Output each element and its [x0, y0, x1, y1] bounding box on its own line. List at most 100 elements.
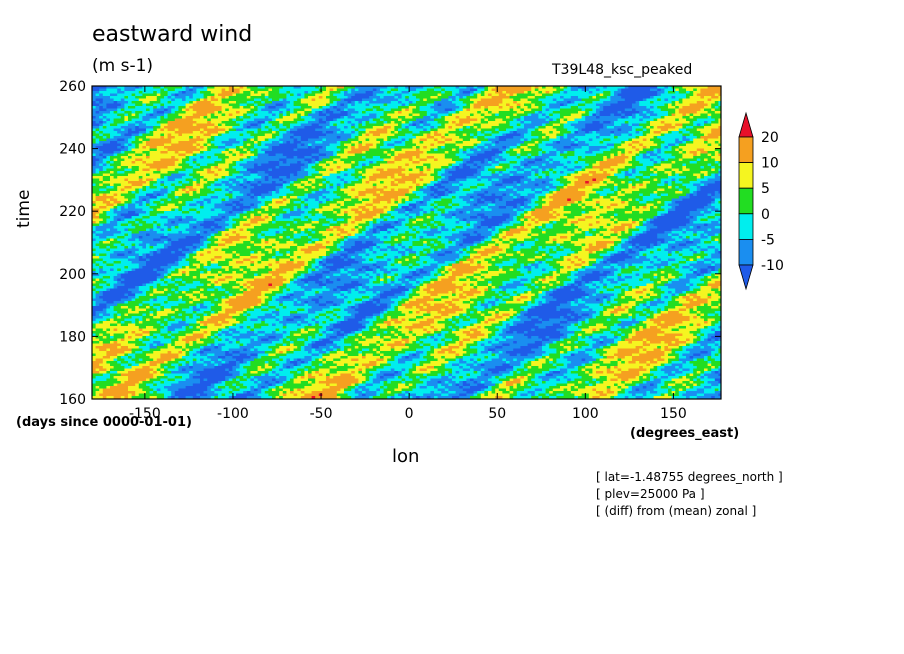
field-cell — [174, 186, 186, 189]
field-cell — [416, 206, 420, 209]
field-cell — [210, 148, 226, 152]
field-cell — [92, 123, 100, 127]
field-cell — [160, 216, 168, 219]
field-cell — [560, 213, 564, 217]
field-cell — [718, 151, 721, 154]
field-cell — [369, 176, 388, 179]
field-cell — [462, 226, 474, 229]
field-cell — [95, 183, 100, 187]
field-cell — [448, 176, 467, 179]
field-cell — [545, 223, 554, 227]
field-cell — [549, 176, 561, 179]
field-cell — [585, 151, 593, 154]
field-cell — [264, 93, 269, 97]
field-cell — [218, 168, 222, 172]
field-cell — [455, 141, 464, 144]
field-cell — [203, 226, 212, 229]
field-cell — [570, 113, 582, 117]
field-cell — [358, 163, 363, 167]
field-cell — [596, 88, 600, 92]
field-cell — [225, 143, 233, 147]
field-cell — [430, 123, 442, 127]
field-cell — [419, 131, 431, 134]
field-cell — [297, 138, 302, 142]
field-cell — [225, 88, 230, 92]
field-cell — [106, 108, 118, 112]
field-cell — [92, 96, 111, 99]
field-cell — [574, 176, 608, 179]
field-cell — [408, 213, 417, 217]
field-cell — [639, 178, 654, 182]
field-cell — [628, 228, 640, 232]
field-cell — [437, 138, 446, 142]
field-cell — [174, 96, 186, 99]
field-cell — [585, 166, 593, 169]
field-cell — [714, 168, 719, 172]
field-cell — [495, 233, 500, 237]
field-cell — [279, 116, 284, 119]
field-cell — [419, 213, 424, 217]
field-cell — [326, 216, 352, 219]
field-cell — [95, 136, 104, 139]
field-cell — [556, 191, 586, 194]
field-cell — [178, 226, 190, 229]
field-cell — [542, 108, 546, 112]
field-cell — [369, 178, 377, 182]
field-cell — [545, 181, 550, 184]
field-cell — [196, 178, 201, 182]
field-cell — [542, 181, 546, 184]
field-cell — [664, 183, 669, 187]
field-cell — [354, 128, 359, 132]
field-cell — [642, 181, 651, 184]
field-cell — [430, 198, 442, 202]
field-cell — [315, 178, 327, 182]
field-cell — [210, 116, 219, 119]
field-cell — [257, 236, 266, 239]
field-cell — [657, 241, 662, 244]
field-cell — [534, 193, 546, 197]
field-cell — [563, 206, 582, 209]
field-cell — [686, 136, 698, 139]
field-cell — [646, 221, 651, 224]
field-cell — [452, 163, 460, 167]
field-cell — [495, 113, 500, 117]
field-cell — [581, 113, 590, 117]
field-cell — [117, 88, 122, 92]
field-cell — [686, 143, 708, 147]
field-cell — [369, 101, 392, 104]
field-cell — [354, 136, 359, 139]
field-cell — [614, 113, 622, 117]
field-cell — [117, 91, 125, 94]
field-cell — [700, 236, 708, 239]
field-cell — [225, 221, 237, 224]
field-cell — [527, 181, 543, 184]
field-cell — [689, 213, 705, 217]
field-cell — [542, 101, 557, 104]
field-cell — [232, 193, 244, 197]
field-cell — [520, 133, 525, 137]
field-cell — [628, 186, 633, 189]
field-cell — [466, 153, 478, 157]
field-cell — [682, 123, 694, 127]
field-cell — [344, 86, 356, 89]
field-cell — [164, 211, 183, 214]
field-cell — [412, 226, 420, 229]
field-cell — [531, 171, 536, 174]
field-cell — [110, 246, 118, 249]
field-cell — [614, 126, 633, 129]
field-cell — [239, 106, 244, 109]
field-cell — [192, 88, 197, 92]
field-cell — [135, 151, 143, 154]
field-cell — [315, 198, 320, 202]
field-cell — [333, 106, 338, 109]
field-cell — [657, 88, 662, 92]
field-cell — [408, 173, 428, 177]
field-cell — [300, 136, 320, 139]
field-cell — [488, 118, 496, 122]
field-cell — [315, 208, 334, 212]
field-cell — [416, 181, 431, 184]
field-cell — [365, 108, 374, 112]
field-cell — [351, 121, 359, 124]
field-cell — [293, 136, 302, 139]
field-cell — [243, 128, 258, 132]
